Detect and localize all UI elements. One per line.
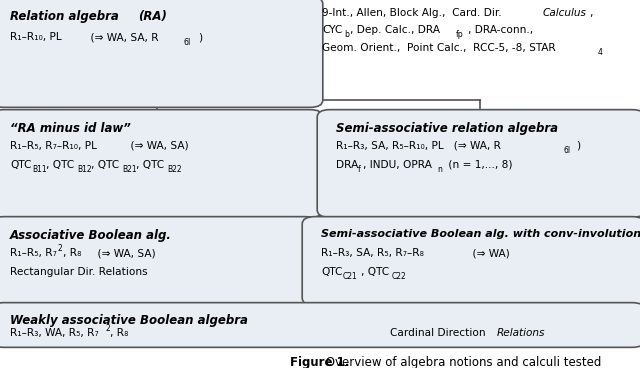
FancyBboxPatch shape bbox=[317, 110, 640, 217]
Text: Overview of algebra notions and calculi tested: Overview of algebra notions and calculi … bbox=[322, 356, 602, 368]
Text: (⇒ WA, SA): (⇒ WA, SA) bbox=[117, 141, 189, 151]
Text: 4: 4 bbox=[598, 48, 603, 57]
Text: Relations: Relations bbox=[497, 328, 545, 338]
Text: , DRA-conn.,: , DRA-conn., bbox=[468, 25, 533, 35]
Text: Rectangular Dir. Relations: Rectangular Dir. Relations bbox=[10, 267, 148, 277]
FancyBboxPatch shape bbox=[0, 0, 323, 107]
Text: 6I: 6I bbox=[184, 38, 191, 47]
Text: fp: fp bbox=[456, 30, 463, 39]
Text: CYC: CYC bbox=[322, 25, 342, 35]
Text: Semi-associative Boolean alg. with conv-involution: Semi-associative Boolean alg. with conv-… bbox=[321, 229, 640, 239]
Text: (⇒ WA, SA): (⇒ WA, SA) bbox=[84, 248, 156, 258]
Text: 2: 2 bbox=[58, 244, 63, 253]
Text: Calculus: Calculus bbox=[543, 8, 587, 18]
Text: ): ) bbox=[576, 141, 580, 151]
Text: , R₈: , R₈ bbox=[110, 328, 129, 338]
Text: R₁–R₃, WA, R₅, R₇: R₁–R₃, WA, R₅, R₇ bbox=[10, 328, 99, 338]
Text: 2: 2 bbox=[105, 324, 109, 333]
Text: Relation algebra: Relation algebra bbox=[10, 10, 123, 23]
Text: DRA: DRA bbox=[336, 160, 358, 170]
Text: QTC: QTC bbox=[10, 160, 31, 170]
Text: R₁–R₃, SA, R₅, R₇–R₈: R₁–R₃, SA, R₅, R₇–R₈ bbox=[321, 248, 424, 258]
Text: (n = 1,..., 8): (n = 1,..., 8) bbox=[445, 160, 513, 170]
FancyBboxPatch shape bbox=[0, 110, 323, 217]
Text: n: n bbox=[437, 165, 442, 174]
Text: Geom. Orient.,  Point Calc.,  RCC-5, -8, STAR: Geom. Orient., Point Calc., RCC-5, -8, S… bbox=[322, 43, 556, 53]
Text: B22: B22 bbox=[167, 165, 182, 174]
Text: (⇒ WA, SA, R: (⇒ WA, SA, R bbox=[77, 32, 159, 42]
Text: (⇒ WA): (⇒ WA) bbox=[459, 248, 509, 258]
Text: , R₈: , R₈ bbox=[63, 248, 81, 258]
Text: C22: C22 bbox=[392, 272, 407, 281]
Text: C21: C21 bbox=[343, 272, 358, 281]
Text: f: f bbox=[358, 165, 361, 174]
Text: , QTC: , QTC bbox=[361, 267, 389, 277]
Text: B12: B12 bbox=[77, 165, 92, 174]
Text: Cardinal Direction: Cardinal Direction bbox=[390, 328, 489, 338]
Text: 6I: 6I bbox=[564, 146, 571, 155]
Text: b: b bbox=[344, 30, 349, 39]
Text: , Dep. Calc., DRA: , Dep. Calc., DRA bbox=[350, 25, 440, 35]
Text: , QTC: , QTC bbox=[136, 160, 164, 170]
Text: , QTC: , QTC bbox=[91, 160, 119, 170]
Text: B11: B11 bbox=[32, 165, 47, 174]
Text: 9-Int., Allen, Block Alg.,  Card. Dir.: 9-Int., Allen, Block Alg., Card. Dir. bbox=[322, 8, 505, 18]
Text: QTC: QTC bbox=[321, 267, 342, 277]
Text: R₁–R₅, R₇–R₁₀, PL: R₁–R₅, R₇–R₁₀, PL bbox=[10, 141, 97, 151]
Text: “RA minus id law”: “RA minus id law” bbox=[10, 122, 131, 135]
Text: , INDU, OPRA: , INDU, OPRA bbox=[363, 160, 432, 170]
Text: (RA): (RA) bbox=[138, 10, 167, 23]
Text: Weakly associative Boolean algebra: Weakly associative Boolean algebra bbox=[10, 314, 248, 327]
FancyBboxPatch shape bbox=[0, 217, 318, 305]
Text: Semi-associative relation algebra: Semi-associative relation algebra bbox=[336, 122, 558, 135]
Text: , QTC: , QTC bbox=[46, 160, 74, 170]
Text: Associative Boolean alg.: Associative Boolean alg. bbox=[10, 229, 172, 242]
Text: B21: B21 bbox=[122, 165, 136, 174]
Text: R₁–R₃, SA, R₅–R₁₀, PL   (⇒ WA, R: R₁–R₃, SA, R₅–R₁₀, PL (⇒ WA, R bbox=[336, 141, 501, 151]
Text: R₁–R₅, R₇: R₁–R₅, R₇ bbox=[10, 248, 57, 258]
Text: R₁–R₁₀, PL: R₁–R₁₀, PL bbox=[10, 32, 61, 42]
Text: ,: , bbox=[589, 8, 593, 18]
FancyBboxPatch shape bbox=[0, 302, 640, 347]
Text: ): ) bbox=[198, 32, 202, 42]
FancyBboxPatch shape bbox=[302, 217, 640, 305]
Text: Figure 1.: Figure 1. bbox=[291, 356, 349, 368]
